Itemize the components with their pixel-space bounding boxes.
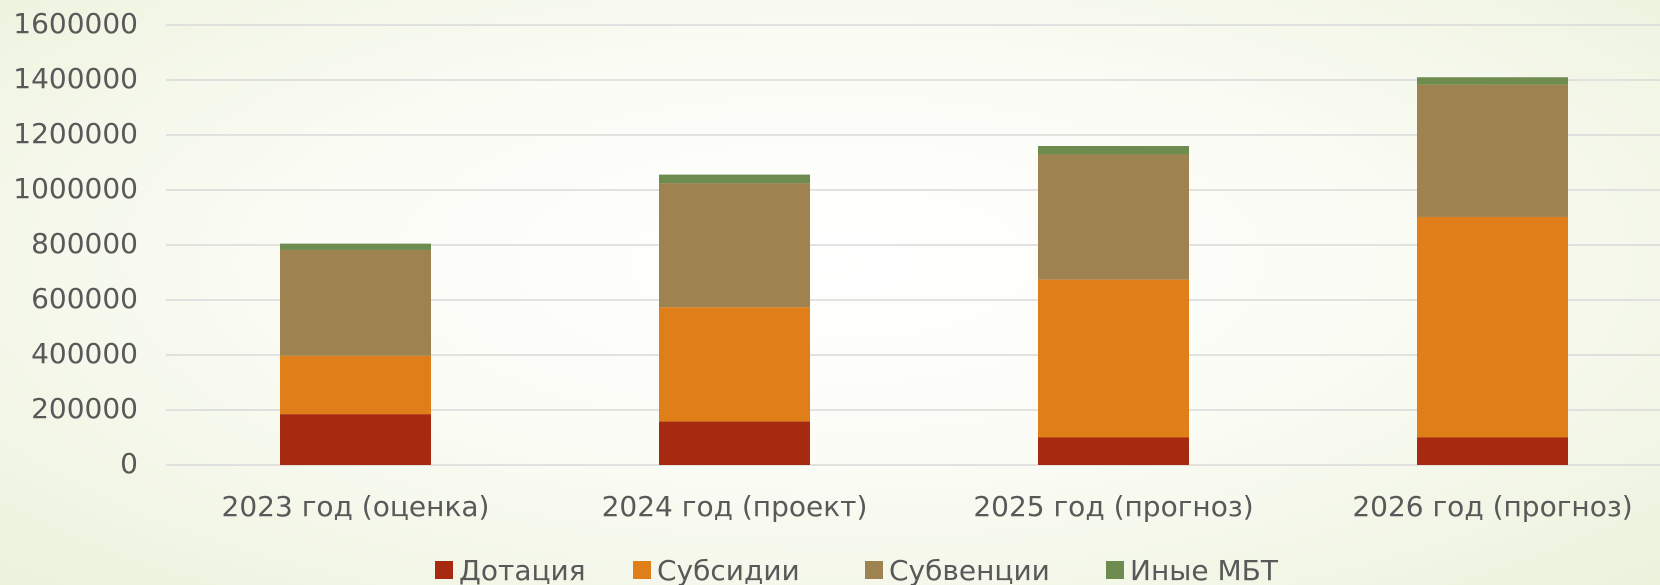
bar-segment (659, 421, 810, 465)
legend-label: Иные МБТ (1130, 554, 1279, 585)
y-tick-label: 1200000 (13, 117, 138, 150)
y-tick-label: 1000000 (13, 172, 138, 205)
y-tick-label: 1600000 (13, 7, 138, 40)
legend-swatch (865, 561, 883, 579)
y-tick-label: 1400000 (13, 62, 138, 95)
x-tick-label: 2023 год (оценка) (222, 490, 490, 523)
y-tick-label: 800000 (31, 227, 138, 260)
bar-segment (1417, 216, 1568, 438)
bar-segment (280, 243, 431, 250)
legend-label: Дотация (459, 554, 586, 585)
bar-segment (659, 174, 810, 184)
bar-segment (280, 355, 431, 415)
x-tick-label: 2026 год (прогноз) (1352, 490, 1632, 523)
y-tick-label: 400000 (31, 337, 138, 370)
legend-label: Субвенции (889, 554, 1050, 585)
bar-segment (1417, 437, 1568, 465)
bar-segment (1038, 154, 1189, 280)
y-tick-label: 200000 (31, 392, 138, 425)
bar-segment (1417, 77, 1568, 85)
bar-segment (1417, 84, 1568, 217)
bar-segment (280, 414, 431, 465)
bar-segment (1038, 437, 1189, 465)
bar-segment (659, 307, 810, 422)
x-tick-label: 2025 год (прогноз) (973, 490, 1253, 523)
bar-segment (1038, 279, 1189, 438)
y-tick-label: 600000 (31, 282, 138, 315)
legend-swatch (435, 561, 453, 579)
bar-segment (659, 183, 810, 308)
x-tick-label: 2024 год (проект) (602, 490, 868, 523)
legend-swatch (1106, 561, 1124, 579)
bar-segment (280, 249, 431, 356)
bar-segment (1038, 146, 1189, 155)
y-tick-label: 0 (120, 447, 138, 480)
legend-label: Субсидии (657, 554, 800, 585)
legend-swatch (633, 561, 651, 579)
